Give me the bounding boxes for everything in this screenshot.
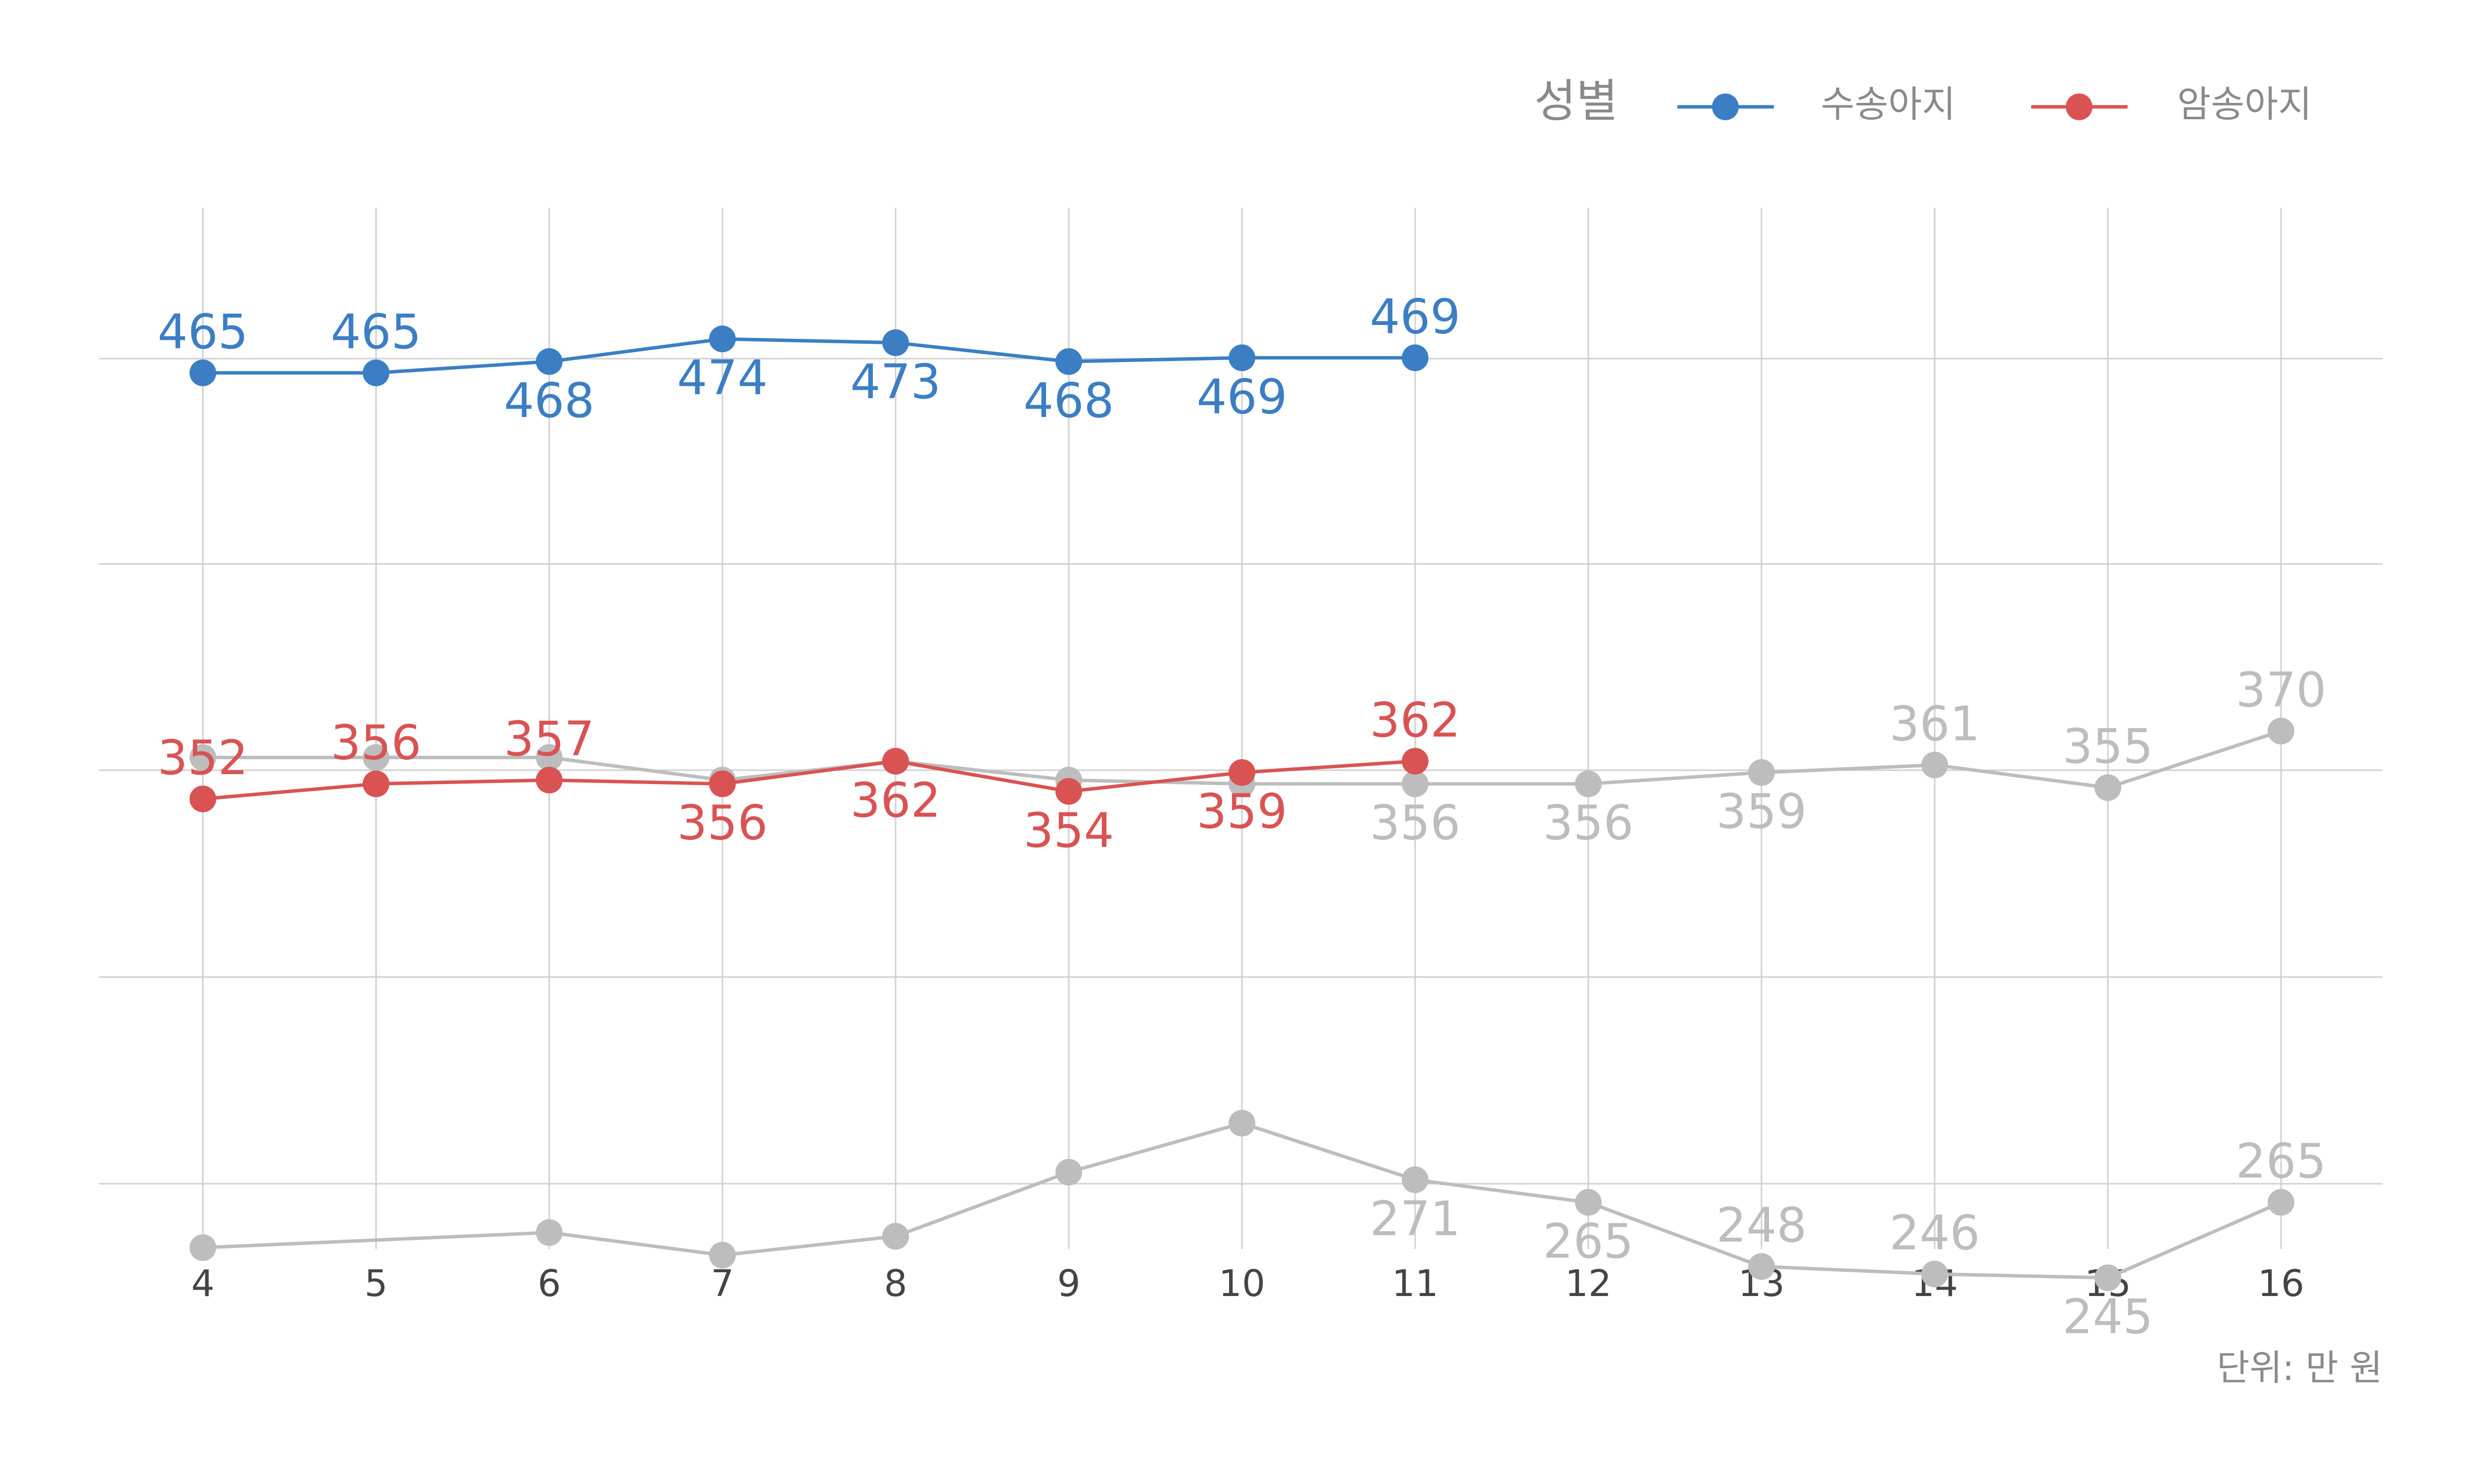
data-point <box>1229 344 1255 371</box>
x-tick-label: 8 <box>884 1262 907 1305</box>
data-label: 469 <box>1370 289 1460 344</box>
data-label: 248 <box>1716 1198 1807 1253</box>
data-label: 271 <box>1370 1191 1460 1247</box>
series-line <box>203 337 1415 375</box>
data-label: 362 <box>1370 693 1460 748</box>
legend-marker-female <box>2066 93 2093 120</box>
data-point <box>1748 759 1775 786</box>
data-point <box>2094 774 2121 801</box>
data-point <box>709 1242 736 1269</box>
data-point <box>1229 759 1255 786</box>
data-point <box>1055 348 1082 375</box>
x-tick-label: 4 <box>191 1262 214 1305</box>
x-tick-label: 10 <box>1219 1262 1265 1305</box>
data-label: 474 <box>677 350 767 406</box>
series-0: 465 465 468 474 473 468 469 469 <box>157 289 1460 428</box>
x-tick-label: 11 <box>1392 1262 1438 1305</box>
data-label: 469 <box>1196 369 1287 424</box>
data-point <box>1748 1253 1775 1280</box>
x-tick-label: 9 <box>1057 1262 1080 1305</box>
data-point <box>709 325 736 353</box>
legend-marker-male <box>1712 93 1739 120</box>
data-point <box>190 744 216 771</box>
legend-label-male: 수송아지 <box>1821 83 1955 126</box>
data-point <box>882 1223 909 1250</box>
data-label: 356 <box>331 715 421 771</box>
data-label: 245 <box>2062 1289 2153 1345</box>
data-point <box>1575 1189 1602 1216</box>
data-point <box>2268 717 2294 744</box>
data-label: 352 <box>157 730 248 786</box>
data-label: 465 <box>157 304 248 360</box>
unit-caption: 단위: 만 원 <box>2217 1347 2382 1389</box>
x-tick-label: 6 <box>537 1262 561 1305</box>
data-label: 355 <box>2062 719 2153 774</box>
data-point <box>1402 770 1428 797</box>
data-label: 354 <box>1023 803 1114 858</box>
data-label: 370 <box>2236 662 2326 718</box>
series-line <box>202 759 1416 801</box>
data-point <box>536 1219 563 1246</box>
data-point <box>536 766 563 793</box>
data-point <box>1229 1110 1255 1137</box>
data-point <box>536 348 563 375</box>
data-point <box>363 770 389 797</box>
data-point <box>709 770 736 797</box>
data-label: 357 <box>504 711 594 767</box>
data-point <box>363 359 389 386</box>
x-tick-label: 12 <box>1565 1262 1612 1305</box>
data-label: 468 <box>504 373 594 428</box>
data-label: 465 <box>331 304 421 360</box>
data-label: 265 <box>2236 1134 2326 1189</box>
data-point <box>1055 1159 1082 1186</box>
data-point <box>1402 1166 1428 1193</box>
data-point <box>1055 778 1082 805</box>
data-point <box>1921 751 1948 779</box>
x-axis-ticks: 45678910111213141516 <box>191 1262 2304 1305</box>
data-point <box>190 359 216 386</box>
data-point <box>363 744 389 771</box>
x-tick-label: 7 <box>711 1262 734 1305</box>
data-point <box>2268 1189 2294 1216</box>
data-point <box>190 786 216 813</box>
data-point <box>190 1234 216 1261</box>
data-label: 361 <box>1889 696 1980 751</box>
data-label: 246 <box>1889 1205 1980 1260</box>
data-label: 265 <box>1543 1214 1633 1269</box>
legend-title: 성별 <box>1534 75 1618 128</box>
data-label: 359 <box>1716 784 1807 839</box>
data-label: 356 <box>677 795 767 851</box>
data-point <box>882 747 909 775</box>
data-label: 473 <box>850 354 941 410</box>
x-tick-label: 5 <box>364 1262 387 1305</box>
legend-label-female: 암송아지 <box>2177 83 2312 126</box>
data-label: 359 <box>1196 784 1287 839</box>
data-label: 356 <box>1543 795 1633 851</box>
series-1: 352 356 357 356 362 354 359 362 <box>157 693 1460 858</box>
data-point <box>536 744 563 771</box>
data-label: 362 <box>850 773 941 828</box>
x-tick-label: 16 <box>2258 1262 2304 1305</box>
data-point <box>2094 1264 2121 1292</box>
data-point <box>1402 344 1428 371</box>
legend: 성별 수송아지 암송아지 <box>1534 75 2312 128</box>
data-point <box>882 329 909 356</box>
data-label: 356 <box>1370 795 1460 851</box>
data-point <box>1402 747 1428 775</box>
series-3: 271 265 248 246 245 265 <box>190 1110 2327 1345</box>
data-label: 468 <box>1023 373 1114 428</box>
data-point <box>1575 770 1602 797</box>
series-line <box>202 1121 2282 1280</box>
data-point <box>1921 1260 1948 1288</box>
